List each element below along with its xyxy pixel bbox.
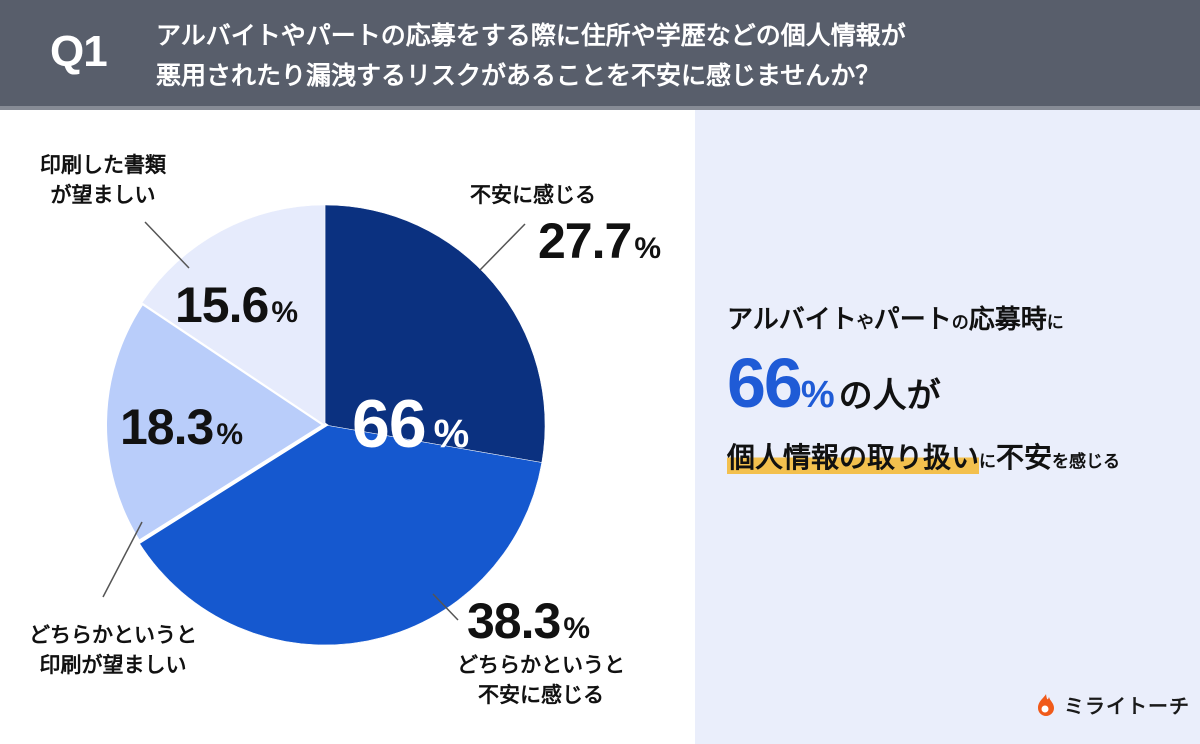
combined-pct: 66% xyxy=(352,386,469,462)
flame-icon xyxy=(1038,693,1054,716)
slice-pct-somewhat-print: 18.3% xyxy=(120,399,243,455)
summary-line-3: 個人情報の取り扱いに不安を感じる xyxy=(727,441,1121,474)
brand-logo: ミライトーチ xyxy=(1034,690,1190,719)
slice-label-anxious: 不安に感じる xyxy=(470,183,596,207)
question-number: Q1 xyxy=(50,27,108,76)
leader-line-3 xyxy=(102,521,143,598)
slice-label-somewhat-anxious: どちらかというと 不安に感じる xyxy=(457,653,625,707)
question-header: Q1 アルバイトやパートの応募をする際に住所や学歴などの個人情報が 悪用されたり… xyxy=(0,0,1200,110)
summary-panel xyxy=(695,110,1200,744)
question-text: アルバイトやパートの応募をする際に住所や学歴などの個人情報が 悪用されたり漏洩す… xyxy=(156,21,906,90)
summary-text: アルバイトやパートの応募時に 66% の人が 個人情報の取り扱いに不安を感じる xyxy=(727,300,1120,482)
slice-pct-print: 15.6% xyxy=(175,277,298,333)
slice-pct-somewhat-anxious: 38.3% xyxy=(467,593,590,649)
leader-line-1 xyxy=(479,223,526,271)
slice-label-print: 印刷した書類 が望ましい xyxy=(40,153,166,207)
pie-slice-4 xyxy=(141,204,326,426)
summary-line-1: アルバイトやパートの応募時に xyxy=(727,305,1064,335)
leader-line-4 xyxy=(144,221,190,269)
pie-slice-3 xyxy=(103,299,329,545)
highlight: 個人情報の取り扱い xyxy=(727,441,980,474)
brand-name: ミライトーチ xyxy=(1064,694,1190,718)
summary-line-2: 66% の人が xyxy=(727,344,941,422)
slice-label-somewhat-print: どちらかというと 印刷が望ましい xyxy=(29,623,197,677)
slice-pct-anxious: 27.7% xyxy=(538,213,661,269)
pie-chart xyxy=(102,204,546,646)
pie-slice-1 xyxy=(324,204,546,463)
leader-line-2 xyxy=(432,593,459,621)
